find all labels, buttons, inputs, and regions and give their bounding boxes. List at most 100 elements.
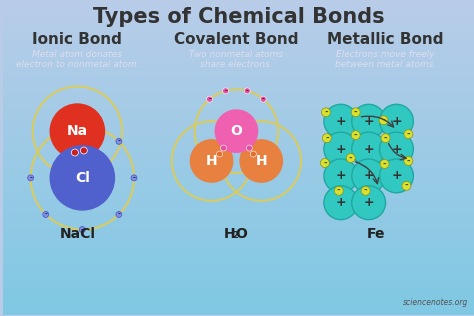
Bar bbox=[3, 258, 474, 262]
Circle shape bbox=[131, 175, 137, 181]
Bar bbox=[3, 262, 474, 265]
Bar bbox=[3, 230, 474, 234]
Bar bbox=[3, 64, 474, 67]
Bar bbox=[3, 45, 474, 48]
Circle shape bbox=[324, 159, 358, 193]
Text: +: + bbox=[336, 143, 346, 155]
Circle shape bbox=[324, 132, 358, 166]
Bar bbox=[3, 158, 474, 161]
Circle shape bbox=[334, 186, 343, 195]
Circle shape bbox=[361, 186, 370, 195]
Bar bbox=[3, 61, 474, 64]
Bar bbox=[3, 246, 474, 249]
Text: +: + bbox=[336, 196, 346, 209]
Text: -: - bbox=[337, 186, 341, 195]
Text: +: + bbox=[391, 169, 402, 182]
Bar bbox=[3, 281, 474, 284]
Bar bbox=[3, 20, 474, 23]
Bar bbox=[3, 183, 474, 186]
Text: Electrons move freely
between metal atoms.: Electrons move freely between metal atom… bbox=[335, 50, 436, 69]
Bar bbox=[3, 255, 474, 258]
Bar bbox=[3, 196, 474, 199]
Text: -: - bbox=[246, 88, 249, 94]
Circle shape bbox=[380, 132, 413, 166]
Circle shape bbox=[352, 186, 385, 220]
Bar bbox=[3, 252, 474, 255]
Circle shape bbox=[321, 108, 330, 117]
Circle shape bbox=[324, 186, 358, 220]
Text: -: - bbox=[133, 175, 136, 181]
Text: +: + bbox=[363, 115, 374, 128]
Circle shape bbox=[116, 138, 122, 144]
Text: -: - bbox=[324, 108, 328, 117]
Text: O: O bbox=[236, 227, 247, 240]
Bar bbox=[3, 48, 474, 51]
Bar bbox=[3, 54, 474, 58]
Bar bbox=[3, 274, 474, 277]
Bar bbox=[3, 152, 474, 155]
Circle shape bbox=[50, 145, 115, 211]
Bar bbox=[3, 124, 474, 127]
Bar bbox=[3, 167, 474, 171]
Text: -: - bbox=[208, 96, 211, 102]
Bar bbox=[3, 82, 474, 86]
Circle shape bbox=[250, 151, 256, 157]
Circle shape bbox=[72, 149, 78, 156]
Bar bbox=[3, 149, 474, 152]
Bar bbox=[3, 130, 474, 133]
Text: Two nonmetal atoms
share electrons.: Two nonmetal atoms share electrons. bbox=[189, 50, 283, 69]
Circle shape bbox=[215, 109, 258, 153]
Text: +: + bbox=[363, 196, 374, 209]
Bar bbox=[3, 290, 474, 293]
Bar bbox=[3, 136, 474, 139]
Bar bbox=[3, 287, 474, 290]
Text: +: + bbox=[363, 143, 374, 155]
Text: Types of Chemical Bonds: Types of Chemical Bonds bbox=[92, 7, 384, 27]
Text: +: + bbox=[391, 115, 402, 128]
Circle shape bbox=[244, 88, 250, 94]
Bar bbox=[3, 224, 474, 227]
Text: Na: Na bbox=[67, 124, 88, 138]
Bar bbox=[3, 73, 474, 76]
Bar bbox=[3, 174, 474, 177]
Bar bbox=[3, 70, 474, 73]
Bar bbox=[3, 211, 474, 215]
Text: sciencenotes.org: sciencenotes.org bbox=[403, 298, 468, 307]
Bar bbox=[3, 58, 474, 61]
Bar bbox=[3, 89, 474, 92]
Circle shape bbox=[404, 130, 413, 139]
Circle shape bbox=[217, 151, 222, 157]
Text: H: H bbox=[224, 227, 235, 240]
Bar bbox=[3, 114, 474, 117]
Bar bbox=[3, 120, 474, 124]
Bar bbox=[3, 177, 474, 180]
Bar bbox=[3, 10, 474, 14]
Circle shape bbox=[81, 147, 87, 154]
Bar bbox=[3, 268, 474, 271]
Bar bbox=[3, 32, 474, 35]
Circle shape bbox=[352, 104, 385, 138]
Circle shape bbox=[246, 145, 252, 151]
Text: -: - bbox=[382, 116, 385, 125]
Circle shape bbox=[324, 104, 358, 138]
Bar bbox=[3, 234, 474, 237]
Text: -: - bbox=[224, 88, 227, 94]
Circle shape bbox=[79, 227, 85, 233]
Text: -: - bbox=[262, 96, 264, 102]
Bar bbox=[3, 95, 474, 98]
Circle shape bbox=[260, 96, 266, 102]
Text: -: - bbox=[407, 130, 410, 139]
Bar bbox=[3, 139, 474, 142]
Circle shape bbox=[352, 159, 385, 193]
Text: H: H bbox=[206, 154, 218, 168]
Text: NaCl: NaCl bbox=[59, 227, 95, 240]
Bar bbox=[3, 98, 474, 101]
Bar bbox=[3, 76, 474, 79]
Circle shape bbox=[380, 160, 389, 168]
Bar bbox=[3, 145, 474, 149]
Text: -: - bbox=[407, 156, 410, 166]
Text: +: + bbox=[363, 169, 374, 182]
Bar bbox=[3, 127, 474, 130]
Bar bbox=[3, 284, 474, 287]
Bar bbox=[3, 4, 474, 7]
